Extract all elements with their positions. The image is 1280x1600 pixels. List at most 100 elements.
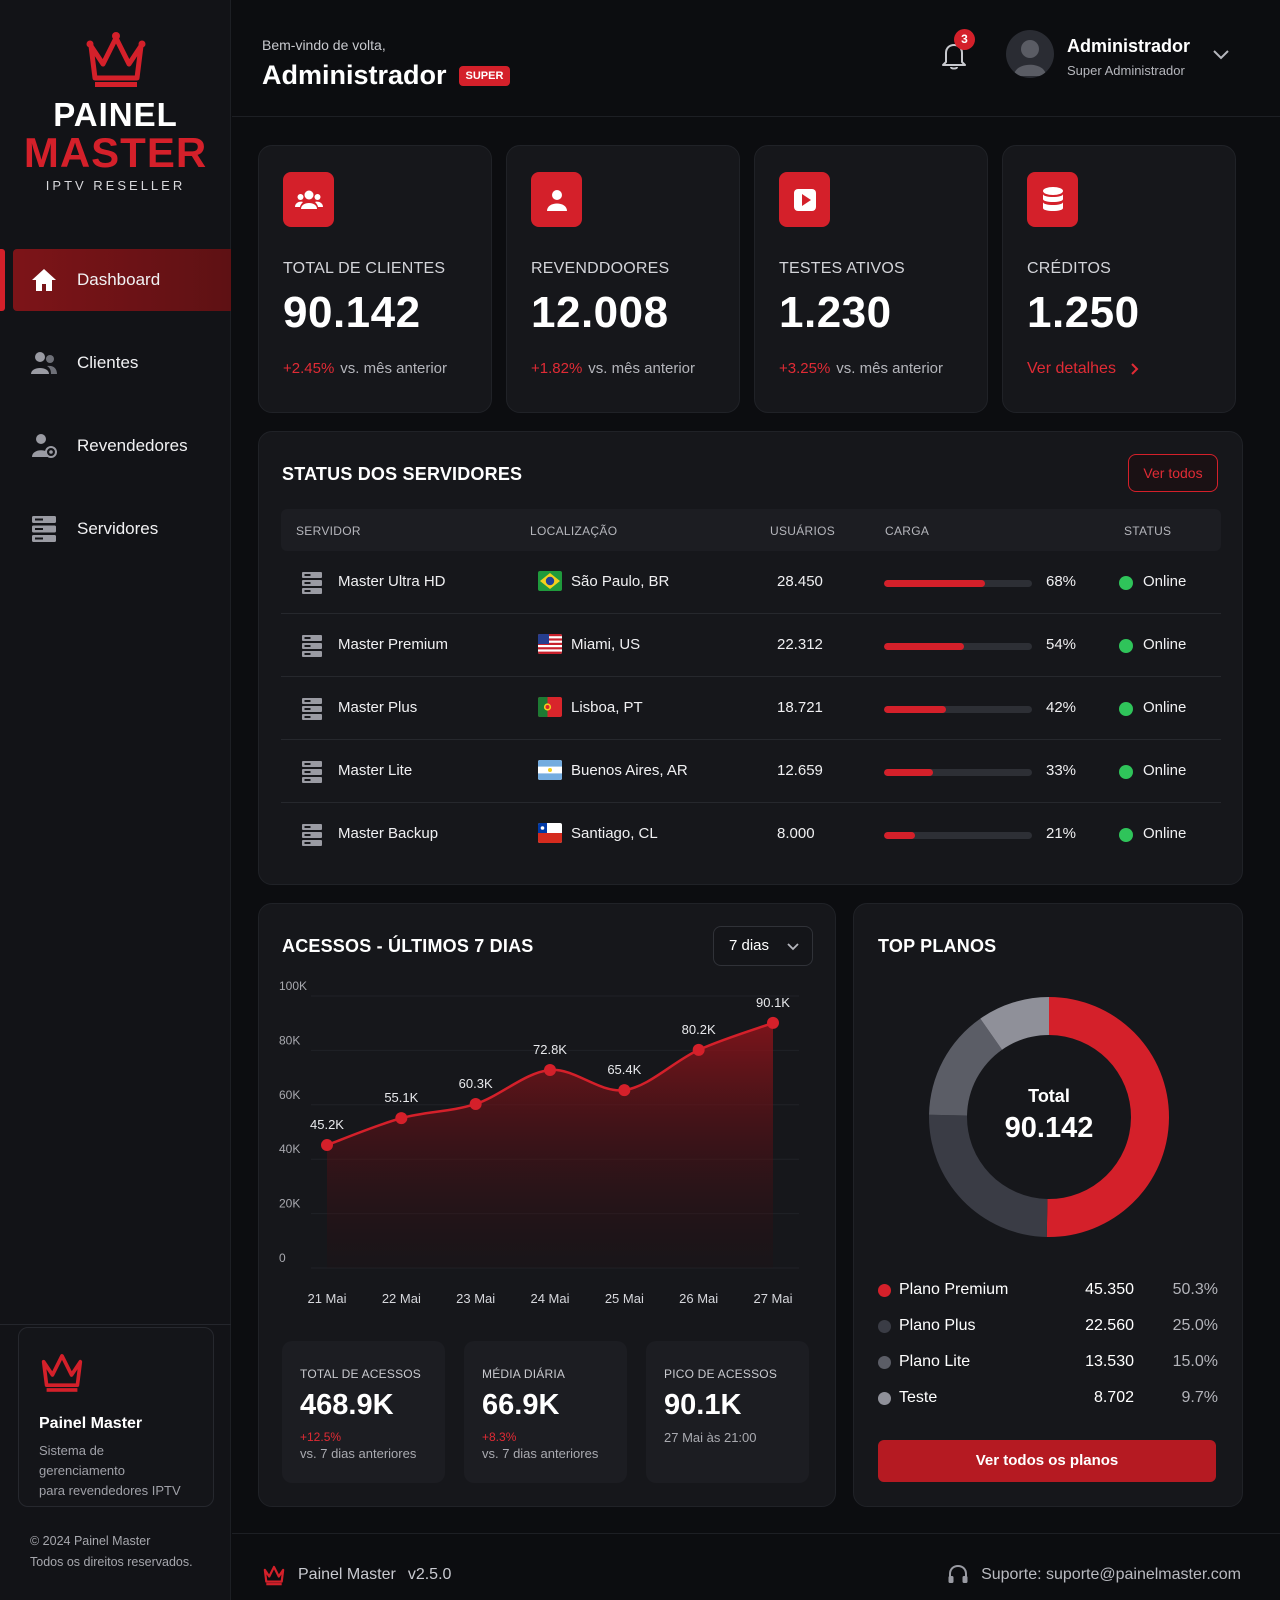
copyright-line1: © 2024 Painel Master bbox=[30, 1534, 151, 1548]
stat-label: CRÉDITOS bbox=[1027, 260, 1111, 277]
period-select[interactable]: 7 dias bbox=[713, 926, 813, 966]
reseller-icon bbox=[30, 432, 58, 460]
y-tick-label: 100K bbox=[279, 979, 307, 993]
x-tick-label: 24 Mai bbox=[530, 1291, 569, 1306]
footer-app-info: Painel Master v2.5.0 bbox=[262, 1564, 451, 1586]
load-percent: 33% bbox=[1046, 762, 1077, 779]
brand-logo[interactable]: PAINEL MASTER IPTV RESELLER bbox=[0, 30, 231, 193]
user-menu-toggle[interactable] bbox=[1212, 48, 1230, 66]
main-nav: Dashboard Clientes Revendedores Servidor… bbox=[0, 249, 231, 581]
stat-card-testes: TESTES ATIVOS 1.230 +3.25% vs. mês anteri… bbox=[754, 145, 988, 413]
home-icon bbox=[30, 266, 58, 294]
user-name[interactable]: Administrador bbox=[1067, 36, 1191, 56]
server-location: Buenos Aires, AR bbox=[571, 762, 688, 779]
nav-label-servidores: Servidores bbox=[77, 519, 159, 538]
table-row[interactable]: Master Premium Miami, US 22.312 54% Onli… bbox=[281, 614, 1221, 677]
summary-change: +8.3% bbox=[482, 1430, 517, 1444]
stat-change: +1.82% bbox=[531, 360, 583, 377]
sidebar-info-card: Painel Master Sistema de gerenciamento p… bbox=[18, 1327, 214, 1507]
load-bar bbox=[884, 769, 1032, 776]
y-tick-label: 0 bbox=[279, 1251, 286, 1265]
server-icon bbox=[302, 761, 322, 783]
crown-icon bbox=[86, 32, 145, 87]
avatar[interactable] bbox=[1006, 30, 1054, 78]
page-greeting: Administrador SUPER bbox=[262, 60, 511, 91]
stat-value: 12.008 bbox=[531, 288, 669, 337]
role-badge: SUPER bbox=[458, 65, 511, 86]
col-header-carga: CARGA bbox=[885, 524, 930, 538]
donut-slice[interactable] bbox=[929, 1114, 1048, 1237]
access-chart-card: ACESSOS - ÚLTIMOS 7 DIAS 7 dias 0 20K 40K 6… bbox=[258, 903, 836, 1507]
period-select-value: 7 dias bbox=[729, 937, 770, 954]
server-icon bbox=[302, 698, 322, 720]
x-tick-label: 25 Mai bbox=[605, 1291, 644, 1306]
sidebar-card-desc-line2: para revendedores IPTV bbox=[39, 1483, 181, 1498]
users-icon bbox=[30, 349, 58, 377]
sidebar-divider bbox=[0, 1324, 231, 1325]
donut-slice[interactable] bbox=[1046, 997, 1169, 1237]
data-point bbox=[618, 1084, 631, 1097]
nav-item-revendedores[interactable]: Revendedores bbox=[0, 415, 231, 477]
flag-chile-icon bbox=[538, 823, 562, 843]
plan-value: 22.560 bbox=[1085, 1317, 1134, 1334]
server-users: 22.312 bbox=[777, 636, 823, 653]
data-label: 45.2K bbox=[310, 1117, 344, 1132]
stat-value: 1.230 bbox=[779, 288, 892, 337]
load-bar-fill bbox=[884, 769, 933, 776]
donut-slice[interactable] bbox=[929, 1018, 1003, 1116]
y-tick-label: 40K bbox=[279, 1142, 300, 1156]
plan-legend-item: Plano Premium 45.350 50.3% bbox=[878, 1279, 1218, 1303]
flag-usa-icon bbox=[538, 634, 562, 654]
plan-value: 45.350 bbox=[1085, 1281, 1134, 1298]
greeting-name: Administrador bbox=[262, 60, 447, 90]
plan-percent: 9.7% bbox=[1181, 1389, 1218, 1406]
plan-legend-item: Plano Plus 22.560 25.0% bbox=[878, 1315, 1218, 1339]
stat-suffix: vs. mês anterior bbox=[588, 360, 695, 377]
stat-label: TOTAL DE CLIENTES bbox=[283, 260, 446, 277]
brand-line1: PAINEL bbox=[53, 96, 178, 133]
table-row[interactable]: Master Lite Buenos Aires, AR 12.659 33% … bbox=[281, 740, 1221, 803]
user-role: Super Administrador bbox=[1067, 63, 1185, 78]
servers-title: STATUS DOS SERVIDORES bbox=[282, 464, 523, 484]
server-users: 12.659 bbox=[777, 762, 823, 779]
summary-label: PICO DE ACESSOS bbox=[664, 1367, 778, 1381]
server-icon bbox=[302, 824, 322, 846]
stat-change: +3.25% bbox=[779, 360, 831, 377]
status-label: Online bbox=[1143, 636, 1187, 653]
table-row[interactable]: Master Plus Lisboa, PT 18.721 42% Online bbox=[281, 677, 1221, 740]
x-tick-label: 27 Mai bbox=[753, 1291, 792, 1306]
server-icon bbox=[302, 635, 322, 657]
summary-peak: PICO DE ACESSOS 90.1K 27 Mai às 21:00 bbox=[646, 1341, 809, 1483]
nav-item-servidores[interactable]: Servidores bbox=[0, 498, 231, 560]
status-label: Online bbox=[1143, 762, 1187, 779]
copyright: © 2024 Painel Master Todos os direitos r… bbox=[30, 1531, 193, 1573]
nav-item-clientes[interactable]: Clientes bbox=[0, 332, 231, 394]
summary-change: +12.5% bbox=[300, 1430, 342, 1444]
chevron-right-icon bbox=[1131, 363, 1139, 375]
notification-count-badge: 3 bbox=[954, 29, 975, 50]
stat-label: REVENDDOORES bbox=[531, 260, 670, 277]
table-row[interactable]: Master Backup Santiago, CL 8.000 21% Onl… bbox=[281, 803, 1221, 866]
data-point bbox=[767, 1016, 779, 1029]
users-group-icon bbox=[283, 172, 334, 227]
flag-argentina-icon bbox=[538, 760, 562, 780]
donut-slice[interactable] bbox=[980, 997, 1049, 1050]
stat-card-revendedores: REVENDDOORES 12.008 +1.82% vs. mês anteri… bbox=[506, 145, 740, 413]
server-icon bbox=[30, 515, 58, 543]
servers-status-card: STATUS DOS SERVIDORES Ver todos SERVIDOR… bbox=[258, 431, 1243, 885]
footer-support[interactable]: Suporte: suporte@painelmaster.com bbox=[947, 1564, 1241, 1586]
plan-color-dot bbox=[878, 1392, 891, 1405]
data-point bbox=[469, 1097, 482, 1110]
table-row[interactable]: Master Ultra HD São Paulo, BR 28.450 68%… bbox=[281, 551, 1221, 614]
page-footer: Painel Master v2.5.0 Suporte: suporte@pa… bbox=[232, 1533, 1280, 1600]
view-details-link[interactable]: Ver detalhes bbox=[1027, 360, 1144, 378]
nav-label-clientes: Clientes bbox=[77, 353, 139, 372]
data-point bbox=[321, 1139, 333, 1152]
server-name: Master Lite bbox=[338, 762, 413, 779]
nav-item-dashboard[interactable]: Dashboard bbox=[0, 249, 231, 311]
view-all-servers-button[interactable]: Ver todos bbox=[1128, 454, 1218, 492]
data-point bbox=[395, 1112, 408, 1125]
y-tick-label: 20K bbox=[279, 1197, 300, 1211]
plans-donut-chart bbox=[929, 997, 1169, 1237]
view-all-plans-button[interactable]: Ver todos os planos bbox=[878, 1440, 1216, 1482]
